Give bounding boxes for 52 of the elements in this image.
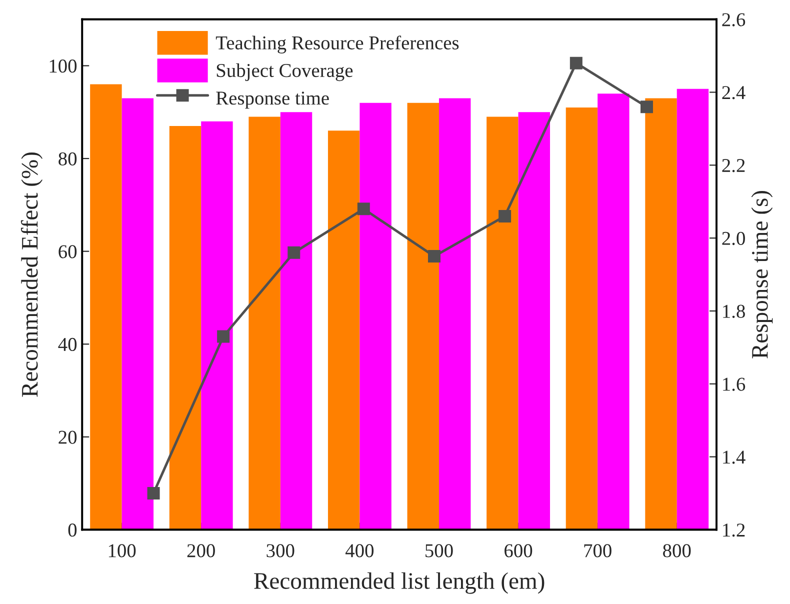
bar [566, 107, 598, 530]
bar [486, 116, 518, 530]
legend-label: Response time [216, 92, 329, 109]
y2-tick-label: 2.4 [722, 86, 746, 100]
x-tick-label: 500 [426, 544, 453, 558]
x-axis-title: Recommended list length (em) [254, 572, 544, 594]
bar [280, 112, 312, 530]
point [147, 487, 160, 500]
point [357, 202, 370, 216]
y2-axis-title: Response time (s) [751, 190, 773, 358]
point [498, 210, 512, 222]
bar [248, 116, 280, 530]
y-tick-label: 60 [58, 245, 77, 258]
x-tick-label: 700 [584, 544, 612, 558]
y2-tick-label: 1.8 [723, 304, 745, 318]
x-tick-label: 600 [504, 544, 532, 558]
point [570, 56, 582, 70]
y-tick-label: 20 [58, 430, 77, 444]
x-tick-label: 800 [663, 544, 691, 558]
y-tick-label: 80 [58, 152, 77, 166]
y-tick-label: 100 [50, 60, 77, 73]
bar [407, 102, 439, 530]
x-tick-label: 300 [266, 544, 294, 558]
y2-tick-label: 1.6 [723, 378, 746, 391]
point [640, 100, 653, 114]
legend-label: Teaching Resource Preferences [216, 36, 459, 54]
bar [438, 98, 471, 530]
bar [90, 84, 122, 530]
x-tick-label: 400 [345, 544, 374, 558]
y-tick-label: 40 [58, 338, 77, 352]
point [217, 330, 230, 343]
bar [169, 126, 202, 530]
bar [360, 102, 392, 530]
point [288, 246, 300, 259]
y2-tick-label: 2.6 [722, 13, 746, 26]
x-tick-label: 100 [108, 544, 136, 558]
bar [122, 98, 154, 530]
x-tick-label: 200 [187, 544, 215, 558]
legend-label: Subject Coverage [216, 63, 353, 82]
y2-tick-label: 2.0 [722, 232, 745, 246]
bar [518, 112, 550, 530]
y2-tick-label: 1.4 [723, 450, 746, 464]
point [428, 250, 440, 263]
y-axis-title: Recommended Effect (%) [20, 152, 43, 397]
y2-tick-label: 2.2 [722, 159, 745, 172]
bar [598, 94, 630, 530]
bar [676, 88, 709, 530]
bar [645, 98, 677, 530]
bar [201, 121, 233, 530]
y2-tick-label: 1.2 [723, 524, 745, 537]
y-tick-label: 0 [68, 524, 77, 537]
bar [328, 130, 360, 530]
